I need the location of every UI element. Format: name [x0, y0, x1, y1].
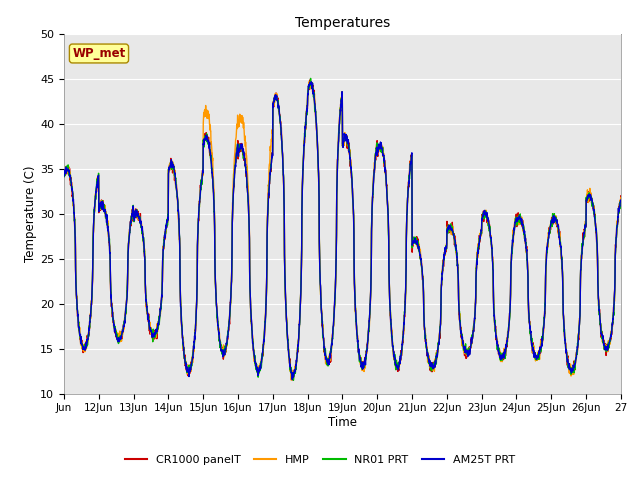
AM25T PRT	[60, 173, 68, 179]
X-axis label: Time: Time	[328, 416, 357, 429]
Title: Temperatures: Temperatures	[295, 16, 390, 30]
CR1000 panelT	[307, 77, 314, 83]
AM25T PRT	[542, 264, 550, 269]
Line: AM25T PRT: AM25T PRT	[64, 82, 621, 380]
AM25T PRT	[116, 337, 124, 343]
AM25T PRT	[289, 377, 296, 383]
AM25T PRT	[617, 197, 625, 203]
CR1000 panelT	[376, 141, 384, 147]
NR01 PRT	[307, 75, 314, 81]
HMP	[287, 377, 295, 383]
AM25T PRT	[511, 227, 518, 233]
HMP	[542, 266, 550, 272]
HMP	[236, 111, 244, 117]
HMP	[305, 79, 313, 85]
NR01 PRT	[60, 174, 68, 180]
NR01 PRT	[511, 226, 518, 231]
HMP	[376, 144, 384, 149]
AM25T PRT	[236, 147, 244, 153]
CR1000 panelT	[542, 265, 550, 271]
CR1000 panelT	[236, 141, 244, 147]
CR1000 panelT	[289, 377, 297, 383]
HMP	[60, 172, 68, 178]
Y-axis label: Temperature (C): Temperature (C)	[24, 165, 37, 262]
CR1000 panelT	[511, 223, 518, 228]
NR01 PRT	[116, 338, 124, 344]
NR01 PRT	[290, 377, 298, 383]
AM25T PRT	[307, 79, 315, 84]
Legend: CR1000 panelT, HMP, NR01 PRT, AM25T PRT: CR1000 panelT, HMP, NR01 PRT, AM25T PRT	[120, 451, 520, 469]
CR1000 panelT	[609, 312, 617, 318]
HMP	[511, 224, 518, 230]
Line: HMP: HMP	[64, 82, 621, 380]
Text: WP_met: WP_met	[72, 47, 125, 60]
CR1000 panelT	[617, 193, 625, 199]
NR01 PRT	[609, 312, 617, 317]
NR01 PRT	[376, 141, 384, 147]
NR01 PRT	[236, 146, 244, 152]
AM25T PRT	[376, 142, 384, 148]
Line: NR01 PRT: NR01 PRT	[64, 78, 621, 380]
HMP	[617, 195, 625, 201]
CR1000 panelT	[116, 337, 124, 343]
Line: CR1000 panelT: CR1000 panelT	[64, 80, 621, 380]
AM25T PRT	[609, 312, 617, 318]
CR1000 panelT	[60, 168, 68, 173]
NR01 PRT	[542, 262, 550, 268]
NR01 PRT	[617, 198, 625, 204]
HMP	[116, 336, 124, 341]
HMP	[609, 312, 617, 318]
